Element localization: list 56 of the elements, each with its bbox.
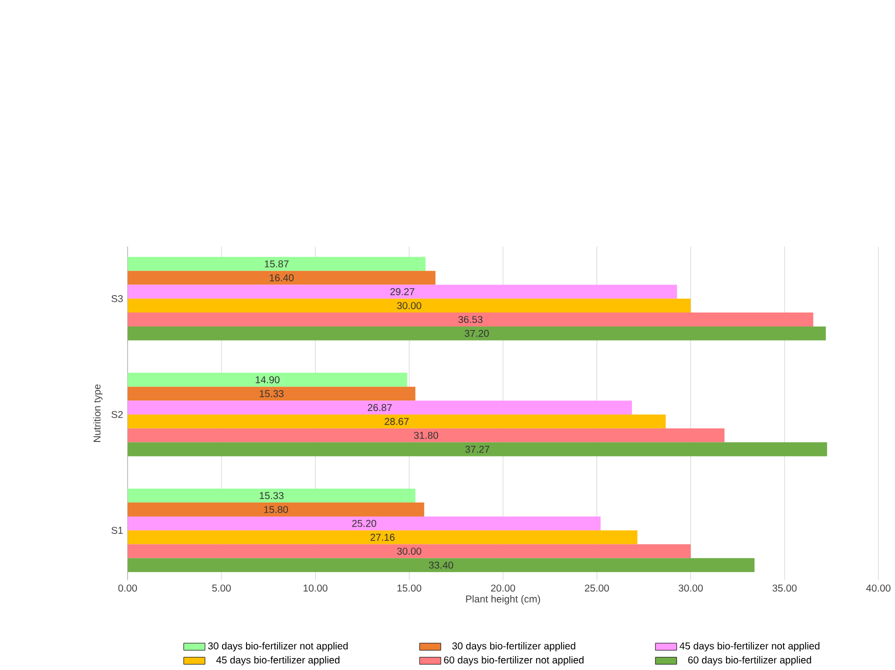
bar (128, 428, 724, 442)
legend-label: 45 days bio-fertilizer not applied (680, 642, 820, 652)
bar (128, 256, 426, 271)
data-label: 25.20 (352, 520, 376, 527)
bar (128, 530, 638, 544)
data-label: 37.27 (465, 446, 490, 453)
bar (128, 400, 632, 414)
bar (128, 312, 814, 326)
legend-label: 45 days bio-fertilizer applied (216, 656, 340, 666)
x-tick-label: 15.00 (397, 584, 422, 592)
bar (128, 488, 416, 502)
bar (128, 558, 755, 572)
bar (128, 298, 691, 312)
data-label: 14.90 (256, 376, 280, 384)
data-label: 37.20 (464, 330, 489, 337)
bar (128, 372, 408, 387)
bar (128, 442, 828, 456)
data-label: 15.87 (264, 260, 289, 268)
data-label: 26.87 (368, 404, 392, 411)
x-tick-label: 30.00 (678, 584, 703, 592)
x-tick-label: 0.00 (118, 584, 137, 592)
data-label: 30.00 (397, 548, 422, 555)
legend-label: 60 days bio-fertilizer applied (688, 656, 812, 666)
data-label: 27.16 (370, 534, 395, 541)
data-label: 15.80 (264, 506, 288, 513)
legend-label: 30 days bio-fertilizer applied (452, 642, 576, 652)
legend-label: 60 days bio-fertilizer not applied (444, 656, 584, 666)
x-tick-label: 10.00 (304, 584, 328, 592)
data-label: 28.67 (384, 418, 409, 425)
x-tick-label: 5.00 (212, 584, 231, 592)
x-tick-label: 20.00 (491, 584, 516, 592)
data-label: 29.27 (390, 288, 414, 296)
y-tick-label: S1 (112, 526, 123, 534)
x-axis-title: Plant height (cm) (466, 595, 540, 604)
x-tick-label: 40.00 (866, 584, 890, 592)
y-axis-title: Nutrition type (93, 384, 103, 442)
data-label: 30.00 (397, 302, 422, 309)
data-label: 36.53 (458, 316, 482, 323)
x-tick-label: 35.00 (772, 584, 797, 592)
bar (128, 326, 826, 340)
bar (128, 516, 601, 530)
bar (128, 270, 436, 285)
data-label: 15.33 (260, 390, 284, 398)
data-label: 31.80 (414, 432, 438, 439)
bar (128, 502, 424, 516)
x-tick-label: 25.00 (584, 584, 609, 592)
bar (128, 386, 416, 400)
bar (128, 284, 678, 299)
bar (128, 414, 666, 428)
y-tick-label: S2 (112, 410, 123, 418)
bar (128, 544, 691, 558)
legend-label: 30 days bio-fertilizer not applied (208, 642, 348, 652)
data-label: 15.33 (260, 492, 284, 499)
data-label: 16.40 (270, 274, 294, 282)
data-label: 33.40 (428, 561, 454, 569)
y-tick-label: S3 (112, 294, 123, 302)
